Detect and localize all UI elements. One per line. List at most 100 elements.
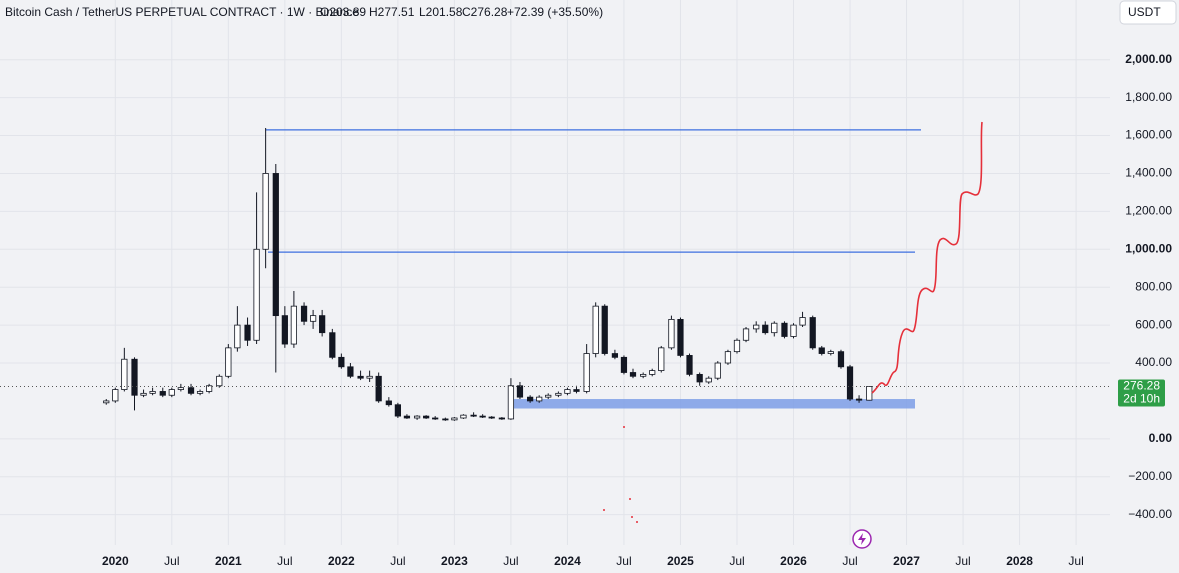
- candle-body: [121, 358, 128, 390]
- candle-body: [573, 389, 580, 392]
- candle-body: [658, 347, 665, 371]
- y-tick-label: 1,200.00: [1125, 204, 1172, 218]
- y-tick-label: 1,600.00: [1125, 128, 1172, 142]
- y-tick-label: −200.00: [1128, 469, 1172, 483]
- candle-body: [112, 389, 119, 402]
- candle-body: [686, 355, 693, 375]
- candle-body: [140, 392, 147, 396]
- candle-body: [733, 339, 741, 353]
- header-low: L201.58: [419, 5, 463, 19]
- candle-body: [206, 385, 213, 392]
- header-close: C276.28: [462, 5, 508, 19]
- candle-body: [187, 387, 195, 394]
- candle-body: [131, 358, 138, 396]
- candle-body: [423, 415, 430, 419]
- candle-body: [375, 375, 382, 402]
- header-high: H277.51: [369, 5, 415, 19]
- header-symbol: Bitcoin Cash / TetherUS PERPETUAL CONTRA…: [5, 5, 359, 19]
- candles: [103, 127, 873, 421]
- candle-body: [488, 416, 495, 419]
- x-tick-label: 2021: [215, 554, 242, 568]
- candle-body: [451, 417, 458, 421]
- candle-body: [394, 404, 401, 417]
- candle-body: [753, 324, 760, 330]
- x-tick-label: 2024: [554, 554, 581, 568]
- candle-body: [827, 351, 834, 354]
- header-change: +72.39 (+35.50%): [507, 5, 603, 19]
- candle-body: [629, 372, 637, 377]
- candle-body: [799, 317, 806, 326]
- candle-body: [290, 305, 298, 345]
- currency-button[interactable]: [1119, 0, 1177, 25]
- candle-body: [516, 385, 524, 398]
- candle-body: [818, 347, 825, 354]
- candle-body: [432, 417, 439, 420]
- y-tick-label: 1,400.00: [1125, 166, 1172, 180]
- axes: 2,000.00 1,800.00 1,600.00 1,400.00 1,200.00…: [0, 52, 1172, 568]
- candle-body: [460, 414, 467, 419]
- candle-body: [168, 389, 175, 396]
- candle-body: [413, 415, 421, 419]
- candle-body: [347, 366, 354, 377]
- candle-body: [592, 305, 599, 354]
- candle-body: [640, 373, 647, 377]
- x-tick-label: Jul: [1068, 554, 1083, 568]
- candle-body: [149, 391, 156, 394]
- currency-label[interactable]: USDT: [1128, 5, 1161, 19]
- candle-body: [159, 391, 166, 396]
- dot: [623, 426, 625, 428]
- y-tick-label: 400.00: [1135, 355, 1172, 369]
- candle-body: [837, 351, 845, 368]
- candle-body: [498, 417, 505, 420]
- candle-body: [564, 389, 571, 394]
- candle-body: [234, 324, 241, 349]
- candle-body: [479, 415, 486, 418]
- header-open: O203.89: [320, 5, 366, 19]
- dot: [636, 521, 638, 523]
- candle-body: [338, 356, 345, 368]
- candle-body: [300, 305, 308, 322]
- x-tick-label: 2022: [328, 554, 355, 568]
- candle-body: [262, 173, 269, 250]
- last-price-label: 276.28: [1123, 379, 1160, 393]
- candle-body: [357, 375, 364, 379]
- x-tick-label: Jul: [842, 554, 857, 568]
- candle-body: [253, 248, 260, 341]
- y-tick-label: 2,000.00: [1125, 52, 1172, 66]
- y-tick-label: 0.00: [1149, 431, 1173, 445]
- candle-body: [583, 353, 590, 392]
- y-tick-label: −400.00: [1128, 507, 1172, 521]
- grid: [0, 0, 1110, 545]
- candle-body: [809, 317, 816, 349]
- x-tick-label: 2023: [441, 554, 468, 568]
- candle-body: [762, 324, 769, 334]
- x-tick-label: 2028: [1006, 554, 1033, 568]
- candle-body: [536, 396, 543, 402]
- x-tick-label: 2020: [102, 554, 129, 568]
- candle-body: [196, 391, 204, 394]
- candle-body: [649, 370, 656, 375]
- candle-body: [724, 351, 732, 364]
- x-tick-label: Jul: [955, 554, 970, 568]
- candle-body: [103, 400, 110, 404]
- projection-drawing: [871, 121, 983, 394]
- candle-body: [696, 373, 703, 383]
- candle-body: [620, 356, 628, 373]
- events-bolt: [858, 533, 866, 545]
- candle-body: [216, 375, 223, 387]
- candle-body: [329, 332, 336, 358]
- candle-body: [244, 324, 251, 341]
- candle-body: [527, 396, 534, 402]
- candle-body: [319, 315, 326, 334]
- x-tick-label: Jul: [164, 554, 179, 568]
- candle-body: [545, 394, 552, 398]
- countdown-label: 2d 10h: [1123, 392, 1160, 406]
- candle-body: [742, 328, 750, 341]
- candle-body: [507, 385, 515, 420]
- candle-body: [385, 400, 392, 406]
- y-tick-label: 600.00: [1135, 317, 1172, 331]
- candle-body: [177, 387, 184, 390]
- dot: [629, 498, 631, 500]
- candle-body: [714, 362, 721, 379]
- x-tick-label: Jul: [729, 554, 744, 568]
